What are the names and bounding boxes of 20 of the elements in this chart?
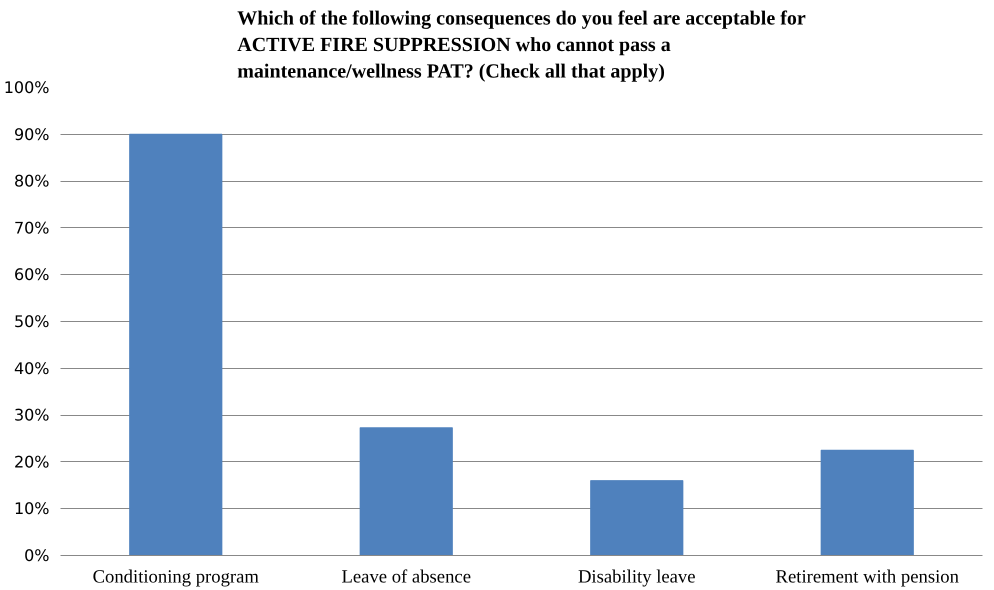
- x-tick-label: Retirement with pension: [776, 566, 960, 588]
- y-tick-label: 40%: [14, 358, 50, 378]
- y-tick-label: 20%: [14, 452, 50, 472]
- y-tick-label: 100%: [4, 78, 50, 97]
- y-tick-label: 80%: [14, 172, 50, 191]
- bar: [820, 450, 914, 556]
- y-tick-label: 10%: [14, 499, 50, 518]
- y-tick-label: 90%: [14, 124, 50, 144]
- bar: [590, 480, 684, 556]
- y-tick-label: 50%: [14, 312, 50, 331]
- chart-title: Which of the following consequences do you feel are acceptable for ACTIVE FIRE SUPPRESSION who cannot pass a maintenance/wellness PAT? (Check all that apply): [237, 8, 806, 82]
- x-tick-label: Leave of absence: [342, 566, 471, 588]
- x-tick-label: Conditioning program: [92, 566, 260, 588]
- x-tick-label: Disability leave: [578, 566, 696, 588]
- bar: [360, 427, 453, 556]
- bar: [129, 134, 222, 556]
- y-tick-label: 0%: [24, 546, 50, 565]
- y-tick-label: 60%: [14, 265, 50, 284]
- y-tick-label: 70%: [14, 218, 50, 238]
- y-tick-label: 30%: [14, 406, 50, 425]
